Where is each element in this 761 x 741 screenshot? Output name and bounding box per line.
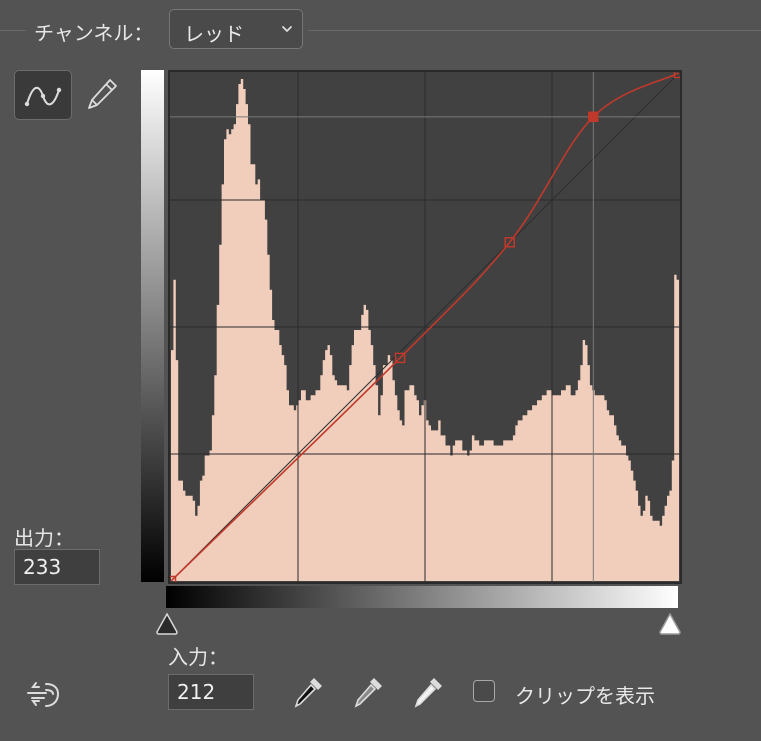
chevron-down-icon	[282, 26, 292, 32]
show-clipping-label: クリップを表示	[515, 684, 655, 708]
output-value-field[interactable]: 233	[14, 549, 100, 585]
pencil-tool-button[interactable]	[84, 76, 120, 114]
channel-label: チャンネル：	[34, 21, 154, 45]
pencil-icon	[88, 79, 117, 109]
input-value-field[interactable]: 212	[168, 674, 254, 710]
curves-graph[interactable]	[168, 70, 682, 584]
curve-point	[394, 352, 406, 364]
graph-border	[168, 70, 682, 584]
curve-point-icon	[24, 86, 62, 107]
header-divider-right	[308, 30, 761, 31]
gray-point-eyedropper-icon[interactable]	[350, 674, 386, 712]
white-point-slider-handle[interactable]	[657, 612, 683, 636]
tone-curve	[170, 72, 680, 582]
channel-dropdown[interactable]: レッド	[169, 9, 303, 49]
header-divider-left	[0, 30, 26, 31]
curve-point	[673, 70, 682, 79]
curve-point-tool-button[interactable]	[14, 70, 72, 120]
white-point-eyedropper-icon[interactable]	[410, 674, 446, 712]
channel-dropdown-value: レッド	[184, 22, 244, 46]
curve-point	[168, 575, 177, 584]
input-label: 入力：	[168, 645, 228, 669]
baseline-diagonal	[169, 71, 681, 583]
curve-point-selected	[588, 111, 599, 123]
curve-point	[504, 237, 515, 248]
targeted-adjustment-icon[interactable]	[24, 678, 64, 710]
black-point-eyedropper-icon[interactable]	[290, 674, 326, 712]
show-clipping-checkbox[interactable]	[473, 680, 495, 702]
output-label: 出力：	[14, 526, 74, 550]
input-gradient-bar	[166, 586, 678, 608]
output-gradient-bar	[141, 70, 164, 582]
curve-points	[168, 70, 682, 584]
black-point-slider-handle[interactable]	[154, 612, 180, 636]
